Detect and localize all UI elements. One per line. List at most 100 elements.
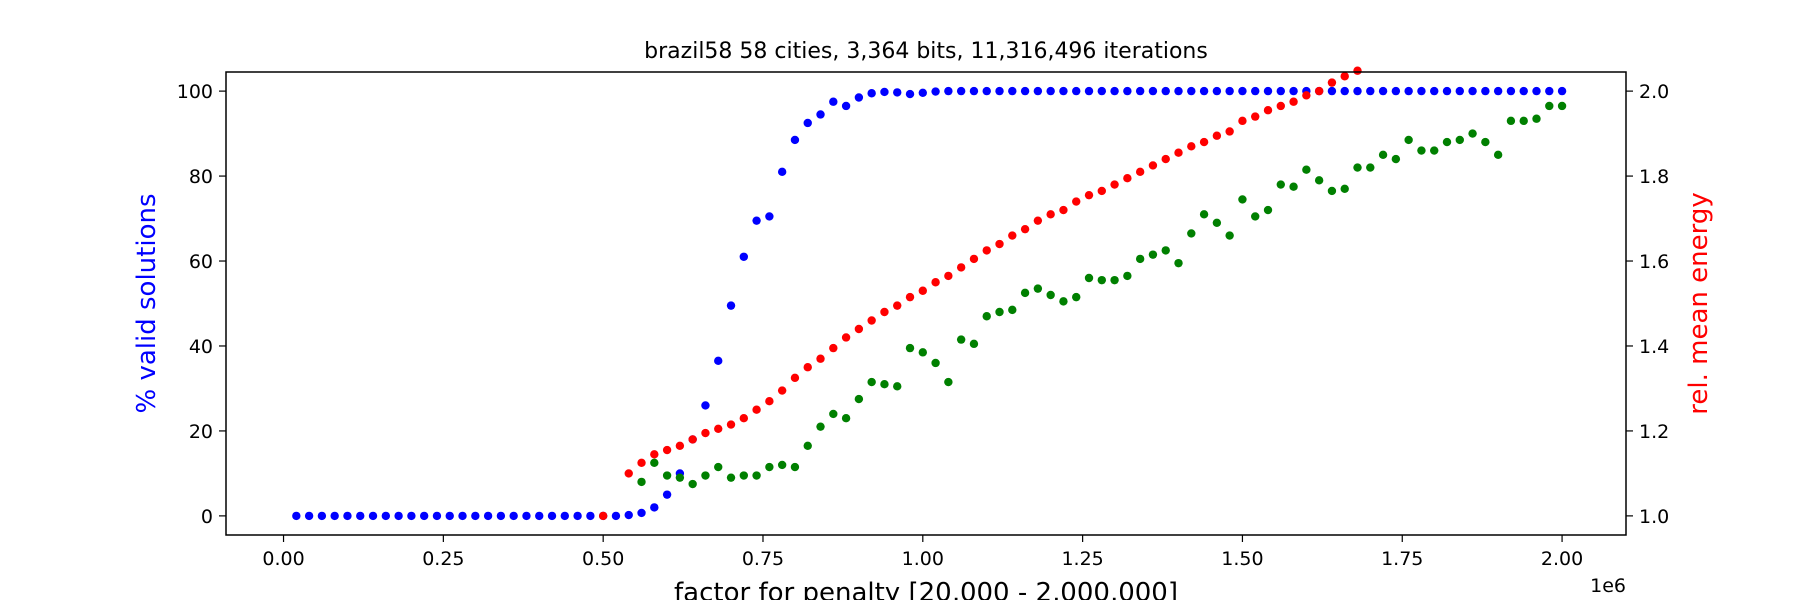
data-point xyxy=(650,503,659,512)
right-tick-label: 1.2 xyxy=(1639,421,1669,443)
data-point xyxy=(905,292,915,302)
right-tick-label: 1.6 xyxy=(1639,251,1669,273)
data-point xyxy=(573,511,582,521)
data-point xyxy=(1353,86,1362,96)
right-tick-label: 1.4 xyxy=(1639,336,1669,358)
data-point xyxy=(1046,210,1055,219)
data-point xyxy=(458,511,467,521)
left-tick-label: 80 xyxy=(189,166,213,188)
data-point xyxy=(1314,176,1324,185)
data-point xyxy=(471,511,480,521)
x-tick-label: 1.75 xyxy=(1381,548,1423,570)
data-point xyxy=(1059,205,1068,215)
data-point xyxy=(1187,229,1196,238)
data-point xyxy=(662,471,672,480)
data-point xyxy=(624,469,633,478)
data-point xyxy=(1225,86,1234,96)
data-points xyxy=(292,66,1567,521)
data-point xyxy=(1174,148,1183,157)
data-point xyxy=(726,301,736,310)
data-point xyxy=(1366,163,1375,172)
data-point xyxy=(982,246,991,255)
data-point xyxy=(1391,86,1401,96)
data-point xyxy=(1059,86,1068,96)
data-point xyxy=(1033,86,1043,96)
data-point xyxy=(867,316,876,325)
data-point xyxy=(1468,129,1477,138)
data-point xyxy=(1289,182,1298,191)
x-tick-label: 1.00 xyxy=(902,548,944,570)
data-point xyxy=(637,477,646,487)
data-point xyxy=(829,343,838,353)
data-point xyxy=(739,252,749,261)
data-point xyxy=(982,312,991,321)
data-point xyxy=(1506,116,1516,126)
right-tick-label: 2.0 xyxy=(1639,81,1669,103)
data-point xyxy=(790,135,800,145)
series-2-points xyxy=(637,101,1567,489)
data-point xyxy=(1430,146,1439,155)
data-point xyxy=(1046,290,1055,300)
data-point xyxy=(1545,101,1554,111)
data-point xyxy=(1046,86,1055,96)
data-point xyxy=(1327,186,1337,196)
data-point xyxy=(1276,180,1285,189)
data-point xyxy=(816,354,825,363)
data-point xyxy=(1059,297,1068,306)
data-point xyxy=(1327,78,1337,87)
data-point xyxy=(1072,86,1081,96)
data-point xyxy=(880,380,889,389)
data-point xyxy=(777,167,787,177)
x-tick-label: 1.25 xyxy=(1061,548,1103,570)
data-point xyxy=(752,471,761,480)
data-point xyxy=(1084,190,1094,200)
data-point xyxy=(854,394,864,404)
data-point xyxy=(1110,180,1119,189)
data-point xyxy=(1557,101,1567,111)
data-point xyxy=(893,382,902,391)
data-point xyxy=(803,363,812,372)
data-point xyxy=(1238,116,1247,126)
left-tick-label: 0 xyxy=(201,506,213,528)
data-point xyxy=(598,511,608,521)
x-axis-offset-label: 1e6 xyxy=(1590,575,1626,597)
data-point xyxy=(739,413,749,423)
data-point xyxy=(701,471,710,480)
data-point xyxy=(816,422,825,431)
data-point xyxy=(1097,86,1107,96)
data-point xyxy=(1557,86,1567,96)
data-point xyxy=(1327,86,1337,96)
data-point xyxy=(1072,292,1081,302)
data-point xyxy=(586,511,595,521)
data-point xyxy=(650,450,659,459)
data-point xyxy=(1123,271,1132,281)
left-axis-label: % valid solutions xyxy=(132,193,162,413)
data-point xyxy=(1481,137,1490,147)
data-point xyxy=(790,462,800,472)
data-point xyxy=(1199,86,1209,96)
data-point xyxy=(1289,97,1298,106)
data-point xyxy=(560,511,570,521)
data-point xyxy=(1442,86,1452,96)
data-point xyxy=(1225,127,1234,136)
data-point xyxy=(611,511,621,521)
data-point xyxy=(1251,212,1260,221)
data-point xyxy=(714,424,723,434)
data-point xyxy=(1404,86,1413,96)
data-point xyxy=(407,511,416,521)
data-point xyxy=(509,511,518,521)
data-point xyxy=(841,101,851,111)
data-point xyxy=(1225,231,1234,240)
data-point xyxy=(394,511,403,521)
data-point xyxy=(330,511,339,521)
data-point xyxy=(1020,224,1030,234)
data-point xyxy=(765,397,774,406)
x-tick-label: 0.25 xyxy=(422,548,464,570)
data-point xyxy=(1455,135,1464,145)
data-point xyxy=(675,473,685,482)
data-point xyxy=(1212,131,1222,140)
data-point xyxy=(675,441,685,450)
data-point xyxy=(1123,173,1132,183)
